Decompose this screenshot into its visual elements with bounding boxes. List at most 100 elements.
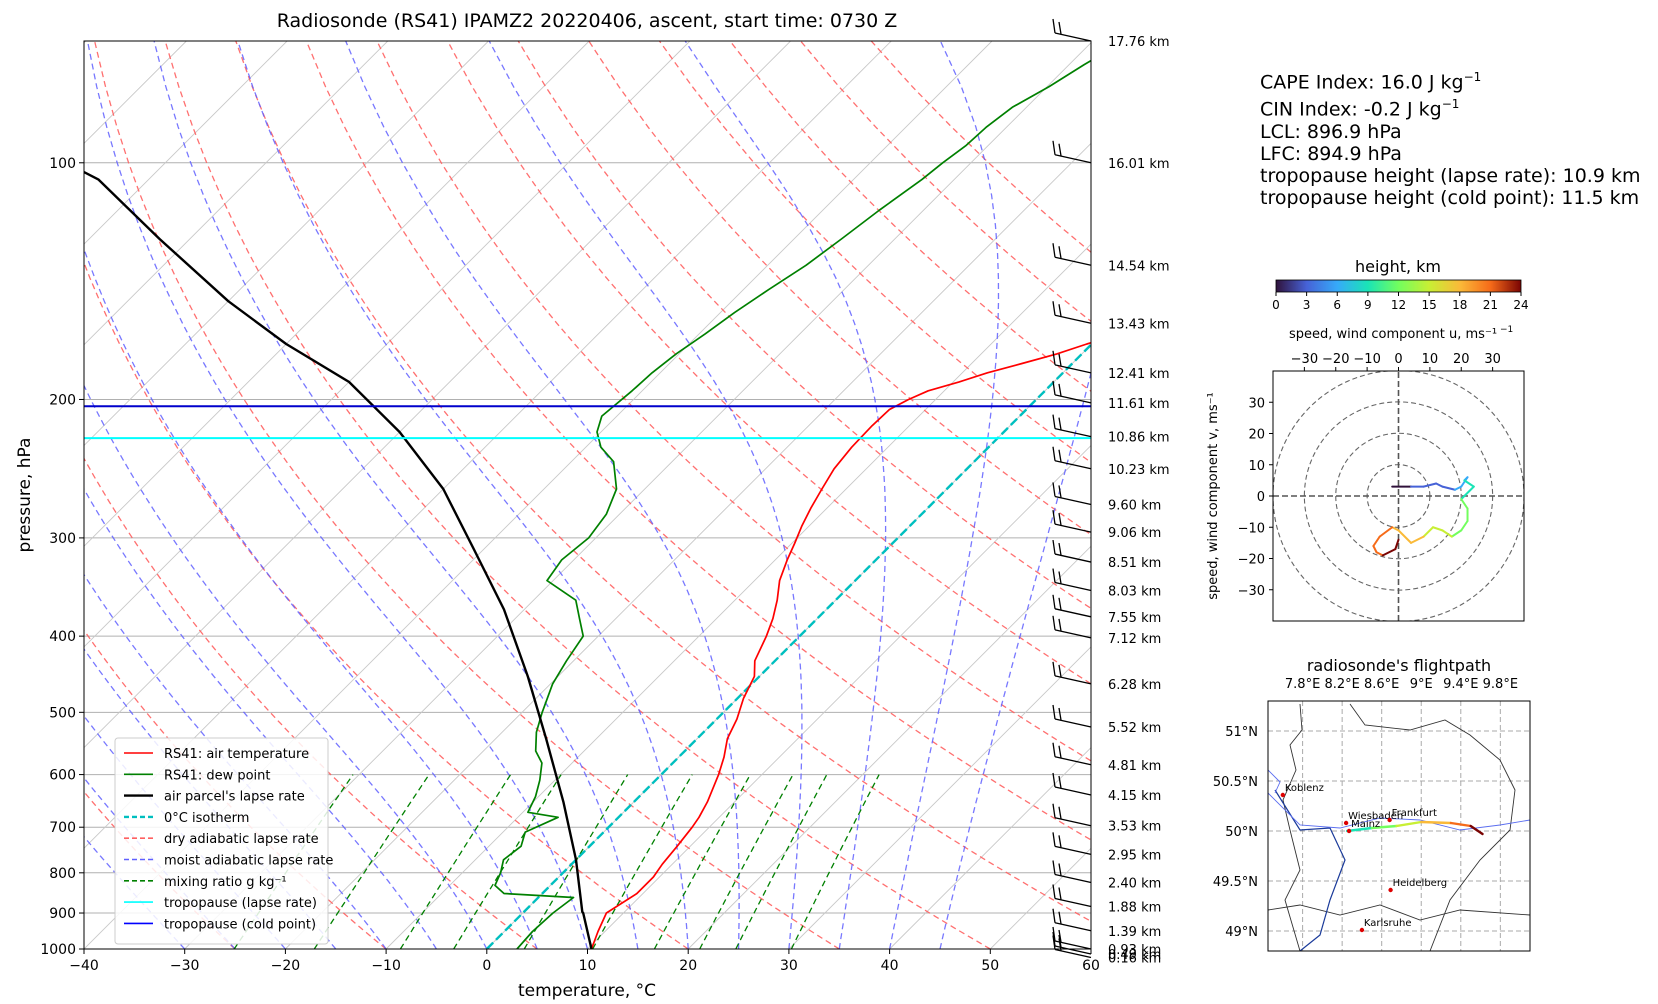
barb-shaft	[1054, 629, 1092, 639]
x-tick-label: 0	[482, 958, 491, 974]
city-label: Frankfurt	[1392, 808, 1437, 819]
height-label: 4.15 km	[1108, 789, 1161, 804]
hodograph-segment	[1372, 535, 1381, 547]
wind-barb	[1052, 615, 1092, 639]
hodograph-y-tick-label: −10	[1238, 521, 1265, 536]
mixing-ratio-line	[453, 774, 562, 949]
barb-flag	[1058, 542, 1062, 556]
y-tick-label: 600	[49, 768, 76, 784]
city-label: Heidelberg	[1393, 878, 1448, 889]
moist-adiabat-line	[84, 714, 286, 949]
legend-box	[114, 737, 329, 945]
height-label: 11.61 km	[1108, 397, 1170, 412]
city-marker	[1280, 792, 1286, 798]
wind-barb	[1052, 935, 1092, 959]
isotherm-line	[385, 243, 1091, 949]
height-label: 8.51 km	[1108, 556, 1161, 571]
y-tick-label: 900	[49, 906, 76, 922]
hodograph-ring	[1335, 432, 1462, 560]
moist-adiabat-line	[684, 41, 887, 949]
x-tick-label: −10	[371, 958, 401, 974]
y-tick-label: 500	[49, 705, 76, 721]
barb-flag	[1052, 661, 1056, 676]
colorbar-tick-label: 0	[1272, 298, 1280, 312]
moist-adiabat-line	[237, 41, 689, 949]
barb-shaft	[1054, 427, 1092, 438]
y-tick-label: 100	[49, 156, 76, 172]
hodograph-y-tick-label: 10	[1248, 459, 1265, 474]
city-label: Karlsruhe	[1364, 918, 1412, 929]
barb-flag	[1052, 482, 1056, 497]
height-label: 12.41 km	[1108, 367, 1170, 382]
map-lon-label: 9°E	[1410, 677, 1433, 692]
isotherm-line	[84, 41, 791, 749]
isotherm-line	[84, 41, 691, 648]
colorbar	[1275, 279, 1522, 293]
height-label: 0.49 km	[1108, 948, 1161, 963]
height-label: 9.60 km	[1108, 498, 1161, 513]
moist-adiabat-line	[84, 384, 488, 949]
barb-flag	[1058, 664, 1062, 677]
legend-label: RS41: dew point	[164, 768, 271, 783]
barb-shaft	[1054, 940, 1092, 950]
hodograph-axes: −30 −20 −10 0 10 20 30 30 20 10 0 −10 −20 −30	[1238, 352, 1501, 599]
wind-barb	[1052, 772, 1092, 796]
hodograph-y-tick-label: −30	[1238, 584, 1265, 599]
barb-flag	[1058, 246, 1062, 259]
hodograph-segment	[1460, 520, 1469, 532]
barb-flag	[1058, 863, 1062, 876]
skewt-axes: −40 −30 −20 −10 0 10 20 30 40 50 60 100 200 300 400 500…	[40, 156, 1100, 974]
legend-label: moist adiabatic lapse rate	[164, 854, 333, 869]
wind-barb	[1052, 510, 1092, 533]
barb-flag	[1052, 350, 1056, 365]
wind-barb	[1052, 140, 1092, 164]
hodograph-x-tick-label: 20	[1453, 352, 1470, 367]
height-label: 4.81 km	[1108, 759, 1161, 774]
barb-flag	[1058, 571, 1062, 584]
height-label: 1.39 km	[1108, 925, 1161, 940]
hodograph-x-tick-label: −20	[1322, 352, 1349, 367]
colorbar-tick-label: 24	[1513, 298, 1528, 312]
barb-flag	[1052, 414, 1056, 429]
moist-adiabat-line	[345, 41, 740, 949]
isotherm-line	[84, 41, 590, 547]
height-labels: 17.76 km 16.01 km 14.54 km 13.43 km 12.41 km…	[1108, 35, 1170, 967]
barb-shaft	[1054, 460, 1092, 470]
moist-adiabat-line	[86, 41, 589, 949]
hodograph-segment	[1410, 535, 1425, 544]
barb-shaft	[1054, 553, 1092, 563]
moist-adiabat-line	[488, 41, 803, 949]
height-label: 1.88 km	[1108, 901, 1161, 916]
hodograph-segment	[1422, 482, 1438, 488]
height-label: 2.95 km	[1108, 848, 1161, 863]
barb-shaft	[1054, 608, 1092, 618]
wind-barb	[1052, 18, 1092, 42]
flightpath-segment	[1395, 820, 1423, 828]
hodograph-segment	[1450, 529, 1463, 538]
barb-flag	[1052, 832, 1056, 847]
map-border	[1282, 703, 1303, 951]
barb-shaft	[1054, 718, 1092, 728]
hodograph-segment	[1375, 551, 1384, 557]
barb-shaft	[1054, 922, 1092, 932]
dry-adiabat-line	[164, 41, 991, 949]
height-label: 3.53 km	[1108, 820, 1161, 835]
map-lat-label: 50°N	[1225, 825, 1258, 840]
barb-flag	[1052, 380, 1056, 395]
map-axes: 7.8°E 8.2°E 8.6°E 9°E 9.4°E 9.8°E 51°N 50.5°N 50…	[1213, 677, 1518, 940]
x-tick-label: −30	[170, 958, 200, 974]
moist-adiabat-line	[84, 487, 437, 949]
barb-shaft	[1054, 817, 1092, 827]
barb-flag	[1058, 887, 1062, 900]
map-border	[1268, 904, 1530, 921]
mixing-ratio-line	[523, 774, 629, 949]
isotherm-line	[788, 646, 1091, 949]
legend-label: mixing ratio g kg⁻¹	[164, 875, 287, 890]
wind-barb	[1052, 860, 1092, 884]
mixing-ratio-line	[735, 774, 828, 949]
barb-flag	[1058, 485, 1062, 498]
barb-flag	[1058, 304, 1062, 317]
hodograph-segment	[1397, 529, 1413, 544]
hodograph-segment	[1372, 545, 1378, 554]
